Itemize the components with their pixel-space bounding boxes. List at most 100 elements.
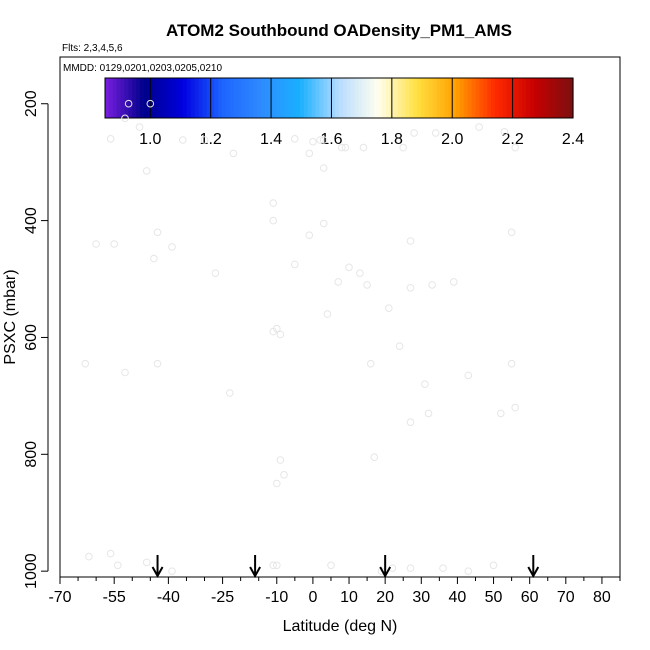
- colorbar-segment: [335, 78, 340, 118]
- colorbar-segment: [463, 78, 469, 118]
- colorbar-segment: [385, 78, 391, 118]
- colorbar-segment: [370, 78, 375, 118]
- colorbar-segment: [206, 78, 211, 118]
- colorbar-segment: [339, 78, 344, 118]
- colorbar-segment: [409, 78, 414, 118]
- colorbar-segment: [452, 78, 457, 118]
- flights-label: Flts: 2,3,4,5,6: [62, 43, 123, 54]
- colorbar-segment: [303, 78, 309, 118]
- colorbar-segment: [214, 78, 219, 118]
- colorbar-segment: [261, 78, 266, 118]
- colorbar-tick-label: 2.4: [562, 131, 584, 148]
- colorbar-segment: [300, 78, 305, 118]
- colorbar-segment: [105, 78, 110, 118]
- colorbar-segment: [530, 78, 535, 118]
- colorbar-segment: [288, 78, 293, 118]
- colorbar-segment: [319, 78, 324, 118]
- colorbar-segment: [151, 78, 157, 118]
- colorbar-segment: [307, 78, 313, 118]
- colorbar-segment: [245, 78, 250, 118]
- colorbar-segment: [346, 78, 352, 118]
- colorbar-segment: [526, 78, 531, 118]
- colorbar-segment: [284, 78, 289, 118]
- colorbar-segment: [424, 78, 430, 118]
- colorbar-segment: [362, 78, 367, 118]
- colorbar-segment: [116, 78, 122, 118]
- colorbar-segment: [397, 78, 402, 118]
- colorbar-segment: [264, 78, 270, 118]
- colorbar-segment: [198, 78, 204, 118]
- colorbar-segment: [229, 78, 235, 118]
- colorbar-segment: [108, 78, 114, 118]
- colorbar-segment: [483, 78, 488, 118]
- colorbar: [104, 77, 574, 119]
- colorbar-segment: [257, 78, 262, 118]
- colorbar-segment: [202, 78, 207, 118]
- colorbar-segment: [518, 78, 523, 118]
- colorbar-segment: [428, 78, 434, 118]
- colorbar-segment: [401, 78, 406, 118]
- colorbar-segment: [498, 78, 504, 118]
- colorbar-segment: [565, 78, 570, 118]
- colorbar-segment: [124, 78, 129, 118]
- colorbar-segment: [163, 78, 168, 118]
- colorbar-segment: [432, 78, 438, 118]
- colorbar-segment: [522, 78, 527, 118]
- colorbar-segment: [241, 78, 246, 118]
- colorbar-segment: [132, 78, 137, 118]
- colorbar-segment: [276, 78, 282, 118]
- colorbar-segment: [514, 78, 519, 118]
- colorbar-segment: [561, 78, 566, 118]
- colorbar-segment: [378, 78, 383, 118]
- colorbar-segment: [417, 78, 422, 118]
- colorbar-segment: [350, 78, 356, 118]
- colorbar-segment: [222, 78, 227, 118]
- colorbar-tick-label: 1.8: [381, 131, 403, 148]
- colorbar-segment: [413, 78, 418, 118]
- colorbar-segment: [467, 78, 473, 118]
- colorbar-segment: [537, 78, 543, 118]
- colorbar-segment: [323, 78, 328, 118]
- chart-title: ATOM2 Southbound OADensity_PM1_AMS: [166, 21, 512, 40]
- colorbar-segment: [366, 78, 371, 118]
- colorbar-segment: [342, 78, 348, 118]
- colorbar-segment: [292, 78, 297, 118]
- colorbar-segment: [272, 78, 278, 118]
- colorbar-segment: [534, 78, 539, 118]
- colorbar-segment: [475, 78, 480, 118]
- colorbar-segment: [545, 78, 551, 118]
- colorbar-tick-label: 1.4: [260, 131, 282, 148]
- colorbar-segment: [393, 78, 399, 118]
- colorbar-segment: [179, 78, 184, 118]
- colorbar-segment: [296, 78, 301, 118]
- colorbar-segment: [225, 78, 231, 118]
- colorbar-segment: [190, 78, 196, 118]
- colorbar-tick-label: 2.0: [441, 131, 463, 148]
- colorbar-segment: [358, 78, 363, 118]
- colorbar-segment: [327, 78, 332, 118]
- colorbar-segment: [155, 78, 161, 118]
- colorbar-segment: [436, 78, 441, 118]
- colorbar-segment: [194, 78, 200, 118]
- colorbar-segment: [495, 78, 500, 118]
- colorbar-tick-label: 1.2: [200, 131, 222, 148]
- colorbar-segment: [167, 78, 172, 118]
- colorbar-segment: [233, 78, 239, 118]
- colorbar-segment: [183, 78, 188, 118]
- colorbar-segment: [331, 78, 336, 118]
- colorbar-segment: [420, 78, 426, 118]
- colorbar-segment: [471, 78, 477, 118]
- colorbar-segment: [136, 78, 141, 118]
- colorbar-segment: [459, 78, 465, 118]
- colorbar-segment: [280, 78, 285, 118]
- colorbar-segment: [218, 78, 223, 118]
- colorbar-segment: [253, 78, 258, 118]
- colorbar-segment: [549, 78, 555, 118]
- colorbar-segment: [569, 78, 574, 118]
- colorbar-segment: [448, 78, 453, 118]
- colorbar-segment: [144, 78, 149, 118]
- colorbar-segment: [140, 78, 145, 118]
- colorbar-segment: [541, 78, 547, 118]
- colorbar-segment: [374, 78, 379, 118]
